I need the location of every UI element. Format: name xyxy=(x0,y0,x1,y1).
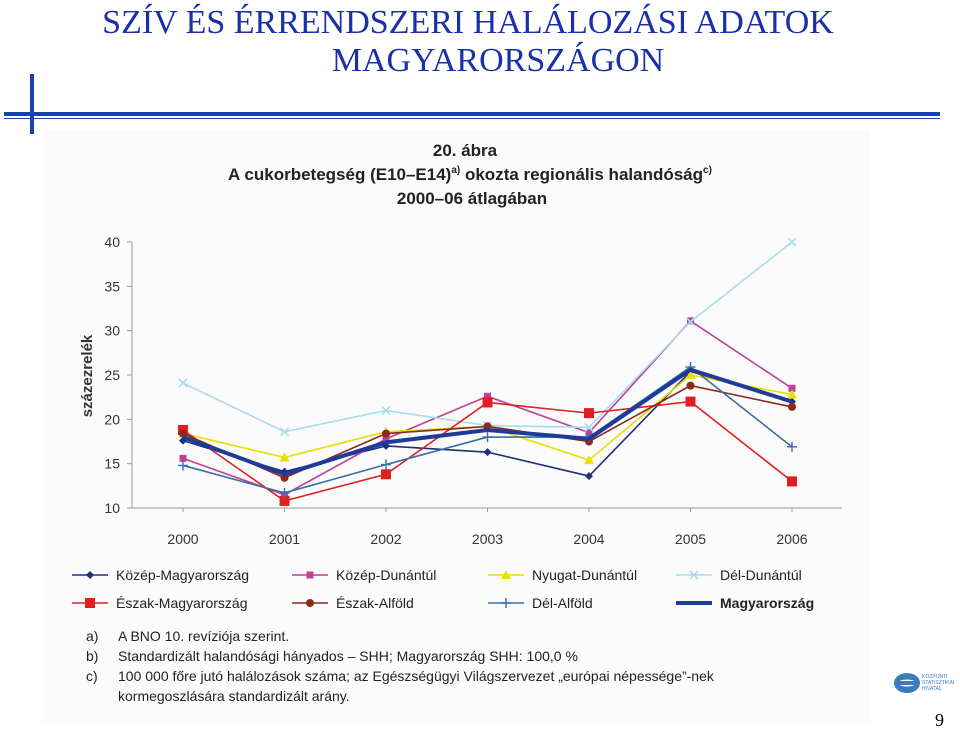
data-point xyxy=(787,237,797,247)
legend-label: Észak-Alföld xyxy=(336,595,414,611)
y-tick-label: 30 xyxy=(104,323,120,339)
x-tick-label: 2001 xyxy=(269,531,300,547)
data-point xyxy=(584,422,594,432)
y-tick-label: 15 xyxy=(104,456,120,472)
data-point xyxy=(787,441,797,452)
footnote-text: 100 000 főre jutó halálozások száma; az … xyxy=(118,668,715,684)
x-tick-label: 2005 xyxy=(675,531,706,547)
x-tick-label: 2003 xyxy=(472,531,503,547)
legend-label: Magyarország xyxy=(720,595,814,611)
chart-title-part1: A cukorbetegség (E10–E14) xyxy=(228,165,451,184)
data-point xyxy=(685,370,696,379)
data-point xyxy=(788,402,796,411)
data-point xyxy=(584,455,594,465)
legend-label: Dél-Dunántúl xyxy=(720,567,802,583)
data-point xyxy=(279,495,290,506)
logo-icon xyxy=(894,673,920,693)
data-point xyxy=(86,571,94,579)
data-point xyxy=(584,408,594,419)
y-tick-label: 35 xyxy=(104,278,120,294)
series-group xyxy=(178,237,797,506)
chart-title-line1: A cukorbetegség (E10–E14)a) okozta regio… xyxy=(228,165,712,184)
slide-title-line1: SZÍV ÉS ÉRRENDSZERI HALÁLOZÁSI ADATOK xyxy=(102,4,834,41)
data-point xyxy=(178,460,188,471)
logo-text: KÖZPONTI STATISZTIKAI HIVATAL xyxy=(922,674,955,692)
footnote-label: a) xyxy=(86,628,98,644)
legend-label: Nyugat-Dunántúl xyxy=(532,567,637,583)
legend-item: Nyugat-Dunántúl xyxy=(488,567,637,583)
legend-label: Dél-Alföld xyxy=(532,595,593,611)
data-point xyxy=(381,405,391,416)
legend-item: Magyarország xyxy=(676,595,814,611)
data-point xyxy=(482,432,493,443)
legend-label: Közép-Magyarország xyxy=(116,567,249,583)
data-point xyxy=(279,487,290,498)
chart-title-sup2: c) xyxy=(703,165,712,176)
data-point xyxy=(483,448,492,457)
title-rule-vertical xyxy=(30,74,34,134)
data-point xyxy=(382,429,390,438)
legend-item: Dél-Alföld xyxy=(488,595,593,611)
footnote-text: kormegoszlására standardizált arány. xyxy=(118,688,350,704)
figure-label: 20. ábra xyxy=(433,141,498,160)
x-tick-label: 2006 xyxy=(776,531,807,547)
legend-label: Közép-Dunántúl xyxy=(336,567,436,583)
y-tick-label: 10 xyxy=(104,500,120,516)
legend-item: Észak-Alföld xyxy=(292,595,414,611)
data-point xyxy=(689,570,699,580)
data-point xyxy=(306,599,314,607)
title-rule-thin xyxy=(4,118,940,119)
data-point xyxy=(787,389,797,399)
footnote-label: b) xyxy=(86,648,98,664)
chart-title-line2: 2000–06 átlagában xyxy=(397,189,547,208)
series-Magyarország xyxy=(182,367,793,477)
legend-item: Közép-Dunántúl xyxy=(292,567,436,583)
y-axis-label: százezrelék xyxy=(79,334,96,417)
data-point xyxy=(179,429,187,438)
data-point xyxy=(280,473,289,482)
data-point xyxy=(179,454,187,462)
footnote-text: Standardizált halandósági hányados – SHH… xyxy=(118,648,578,664)
legend-item: Dél-Dunántúl xyxy=(676,567,802,583)
footnote-label: c) xyxy=(86,668,98,684)
y-tick-label: 25 xyxy=(104,367,120,383)
legend-item: Észak-Magyarország xyxy=(72,595,248,611)
data-point xyxy=(85,598,95,608)
data-point xyxy=(685,396,696,407)
axes: 10 15 20 25 30 35 40 2000 2001 2002 2003 2004 2005 20… xyxy=(104,234,842,547)
data-point xyxy=(381,469,391,480)
footnote-text: A BNO 10. revíziója szerint. xyxy=(118,628,289,644)
data-point xyxy=(686,381,695,390)
chart-title-sup1: a) xyxy=(451,165,460,176)
page-number: 9 xyxy=(935,710,944,730)
data-point xyxy=(178,378,188,388)
y-tick-label: 20 xyxy=(104,411,120,427)
x-tick-label: 2002 xyxy=(370,531,401,547)
legend-item: Közép-Magyarország xyxy=(72,567,249,583)
data-point xyxy=(279,427,290,437)
data-point xyxy=(279,452,290,462)
data-point xyxy=(382,435,390,443)
legend-label: Észak-Magyarország xyxy=(116,595,248,611)
legend: Közép-Magyarország Közép-Dunántúl Nyugat-D… xyxy=(72,567,814,611)
data-point xyxy=(306,571,314,579)
data-point xyxy=(482,397,493,408)
series-line xyxy=(182,367,793,477)
title-rule xyxy=(4,112,940,116)
data-point xyxy=(788,384,796,392)
data-point xyxy=(685,317,696,327)
data-point xyxy=(501,598,511,608)
x-tick-label: 2000 xyxy=(167,531,198,547)
chart-title-part2: okozta regionális halandóság xyxy=(460,165,703,184)
slide-title-line2: MAGYARORSZÁGON xyxy=(331,42,665,79)
data-point xyxy=(501,570,511,579)
x-tick-label: 2004 xyxy=(573,531,604,547)
y-tick-label: 40 xyxy=(104,234,120,250)
footnotes: a) A BNO 10. revíziója szerint. b) Standard… xyxy=(86,628,715,704)
data-point xyxy=(381,459,391,470)
data-point xyxy=(585,472,593,481)
data-point xyxy=(787,476,797,487)
data-point xyxy=(484,392,491,400)
